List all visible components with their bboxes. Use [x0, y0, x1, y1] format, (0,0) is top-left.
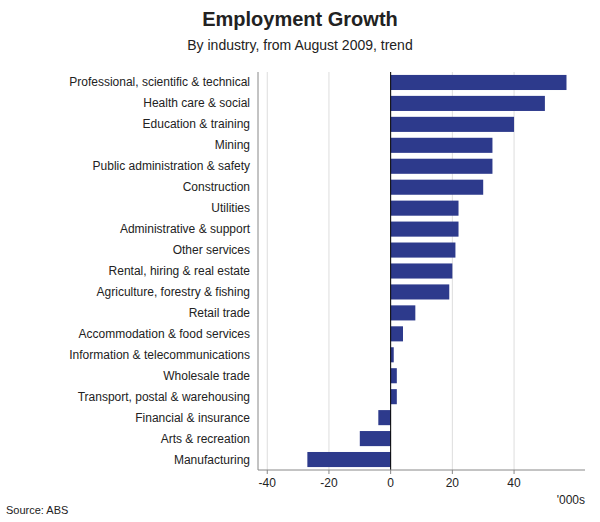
zero-line — [390, 72, 391, 470]
bar — [391, 222, 459, 237]
tick-mark — [514, 470, 515, 474]
source: Source: ABS — [6, 504, 68, 516]
category-label: Wholesale trade — [163, 369, 250, 383]
chart: Employment Growth By industry, from Augus… — [0, 0, 600, 522]
category-label: Financial & insurance — [135, 411, 250, 425]
category-label: Transport, postal & warehousing — [78, 390, 250, 404]
tick-label: -40 — [259, 476, 277, 490]
x-axis-label: '000s — [557, 493, 585, 507]
category-label: Other services — [173, 243, 250, 257]
category-label: Mining — [215, 138, 250, 152]
bar — [391, 180, 484, 195]
bar — [391, 284, 450, 299]
bars — [307, 75, 566, 467]
category-label: Public administration & safety — [93, 159, 250, 173]
category-label: Information & telecommunications — [69, 348, 250, 362]
bar — [391, 75, 567, 90]
tick-mark — [452, 470, 453, 474]
bar — [391, 138, 493, 153]
bar — [378, 410, 390, 425]
bar — [391, 243, 456, 258]
x-axis-line — [258, 470, 585, 471]
tick-label: 20 — [446, 476, 460, 490]
category-label: Agriculture, forestry & fishing — [97, 285, 250, 299]
category-label: Rental, hiring & real estate — [109, 264, 251, 278]
tick-label: 40 — [507, 476, 521, 490]
category-label: Utilities — [211, 201, 250, 215]
bar — [391, 368, 397, 383]
grid-line — [267, 72, 268, 470]
grid-line — [390, 72, 391, 470]
bar — [360, 431, 391, 446]
bar — [391, 263, 453, 278]
y-axis-line — [258, 72, 259, 470]
category-label: Administrative & support — [120, 222, 251, 236]
category-label: Education & training — [143, 117, 250, 131]
bar — [391, 117, 514, 132]
bar — [391, 305, 416, 320]
grid-line — [328, 72, 329, 470]
bar — [391, 159, 493, 174]
tick-mark — [267, 470, 268, 474]
category-label: Retail trade — [189, 306, 251, 320]
category-label: Professional, scientific & technical — [69, 75, 250, 89]
tick-mark — [390, 470, 391, 474]
category-label: Construction — [183, 180, 250, 194]
bar — [391, 326, 403, 341]
grid — [267, 72, 514, 470]
category-label: Health care & social — [143, 96, 250, 110]
subtitle: By industry, from August 2009, trend — [187, 37, 412, 53]
tick-mark — [328, 470, 329, 474]
bar — [391, 389, 397, 404]
category-label: Manufacturing — [174, 453, 250, 467]
bar — [307, 452, 390, 467]
tick-label: -20 — [320, 476, 338, 490]
title: Employment Growth — [202, 8, 398, 30]
category-label: Arts & recreation — [161, 432, 250, 446]
tick-label: 0 — [387, 476, 394, 490]
bar — [391, 96, 545, 111]
category-label: Accommodation & food services — [79, 327, 250, 341]
bar — [391, 201, 459, 216]
